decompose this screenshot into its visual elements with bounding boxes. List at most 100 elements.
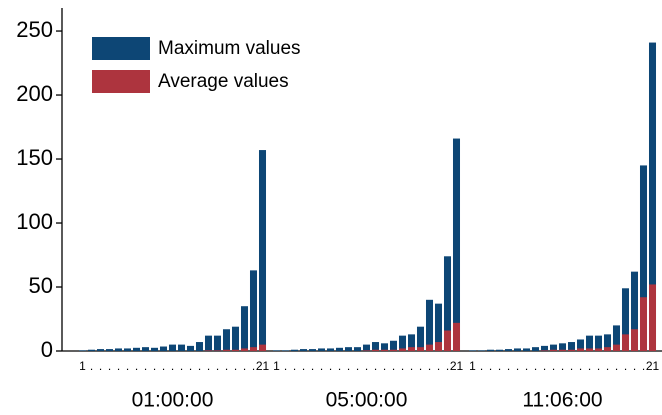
bar [630, 271, 639, 351]
bar [486, 349, 495, 351]
bar [326, 348, 335, 351]
bar [389, 340, 398, 351]
x-tick-label: . [243, 359, 246, 373]
x-tick-label: . [624, 359, 627, 373]
x-tick-label: . [126, 359, 129, 373]
x-tick-label: . [401, 359, 404, 373]
bar [389, 349, 398, 351]
x-tick-label: . [90, 359, 93, 373]
x-tick-label: . [383, 359, 386, 373]
bar [468, 350, 477, 351]
x-tick-label: . [338, 359, 341, 373]
bar [150, 347, 159, 351]
bar [362, 350, 371, 351]
legend-swatch [92, 70, 150, 93]
bar [204, 335, 213, 351]
bar [371, 349, 380, 351]
bar [114, 348, 123, 351]
bar [213, 350, 222, 351]
bar [558, 343, 567, 351]
bar [258, 150, 267, 351]
bar [78, 350, 87, 351]
x-tick-label: . [198, 359, 201, 373]
bar [272, 350, 281, 351]
x-tick-label: 1 [469, 359, 476, 373]
y-tick-label: 50 [29, 273, 53, 298]
bar [195, 342, 204, 351]
bar [407, 334, 416, 351]
x-tick-label: . [570, 359, 573, 373]
bar [281, 350, 290, 351]
legend-label: Maximum values [158, 38, 301, 59]
bar [416, 347, 425, 351]
bar [648, 42, 657, 351]
x-tick-label: . [552, 359, 555, 373]
x-tick-label: . [356, 359, 359, 373]
bar [87, 349, 96, 351]
legend-label: Average values [158, 71, 289, 92]
bar [249, 347, 258, 351]
x-tick-label: . [588, 359, 591, 373]
x-tick-label: . [606, 359, 609, 373]
bar [594, 335, 603, 351]
x-tick-label: . [633, 359, 636, 373]
x-tick-label: . [516, 359, 519, 373]
x-tick-label: . [507, 359, 510, 373]
bar [549, 349, 558, 351]
group-label: 11:06:00 [522, 389, 602, 412]
x-tick-label: . [365, 359, 368, 373]
bar [123, 348, 132, 351]
x-tick-label: . [153, 359, 156, 373]
legend-swatch [92, 37, 150, 60]
bar [299, 349, 308, 351]
bar [513, 348, 522, 351]
x-tick-label: . [108, 359, 111, 373]
x-tick-label: . [311, 359, 314, 373]
bar [132, 347, 141, 351]
bar [612, 344, 621, 351]
x-tick-label: . [99, 359, 102, 373]
bar [495, 349, 504, 351]
bar [353, 347, 362, 351]
bar [567, 342, 576, 351]
x-tick-label: . [642, 359, 645, 373]
bar [240, 306, 249, 351]
bar [159, 346, 168, 351]
bar [443, 330, 452, 351]
x-tick-label: . [374, 359, 377, 373]
bar [177, 344, 186, 351]
x-tick-label: . [252, 359, 255, 373]
bar [621, 288, 630, 351]
bar [452, 322, 461, 351]
bar [621, 334, 630, 351]
bar [549, 344, 558, 351]
x-tick-label: . [189, 359, 192, 373]
x-tick-label: . [320, 359, 323, 373]
bar [96, 349, 105, 351]
bar [531, 347, 540, 351]
bar [308, 349, 317, 351]
x-tick-label: . [480, 359, 483, 373]
x-tick-label: . [135, 359, 138, 373]
x-tick-label: . [171, 359, 174, 373]
x-tick-label: . [293, 359, 296, 373]
bar [362, 344, 371, 351]
x-tick-label: . [446, 359, 449, 373]
bar [434, 342, 443, 351]
group-label: 01:00:00 [132, 389, 214, 412]
x-tick-label: . [615, 359, 618, 373]
bar [576, 348, 585, 351]
x-tick-label: . [302, 359, 305, 373]
bar [290, 349, 299, 351]
bar [141, 347, 150, 351]
bar [434, 303, 443, 351]
x-tick-label: . [597, 359, 600, 373]
bar [407, 347, 416, 351]
x-tick-label: . [347, 359, 350, 373]
bar [452, 138, 461, 351]
x-tick-label: . [225, 359, 228, 373]
bar [380, 343, 389, 351]
bar [344, 347, 353, 351]
x-tick-label: . [543, 359, 546, 373]
